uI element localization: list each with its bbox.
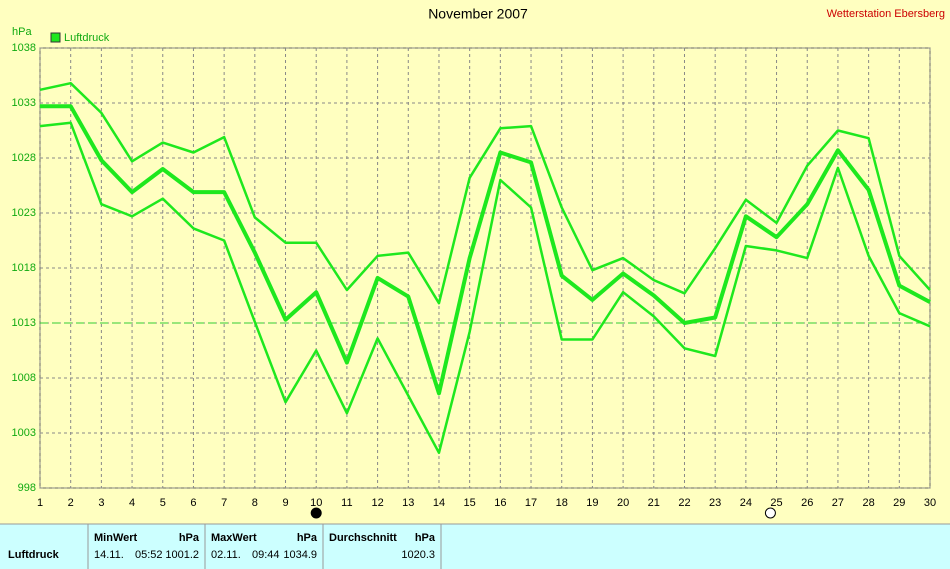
row-label: Luftdruck — [8, 549, 60, 561]
x-tick-label: 1 — [37, 497, 43, 509]
x-tick-label: 24 — [740, 497, 752, 509]
x-tick-label: 14 — [433, 497, 445, 509]
chart-title: November 2007 — [428, 6, 528, 22]
x-tick-label: 6 — [190, 497, 196, 509]
x-tick-label: 26 — [801, 497, 813, 509]
x-tick-label: 10 — [310, 497, 322, 509]
legend-swatch — [50, 32, 61, 43]
x-tick-label: 8 — [252, 497, 258, 509]
cell-value: 1001.2 — [165, 549, 199, 561]
line-min — [39, 121, 931, 455]
cell-time: 05:52 — [135, 549, 163, 561]
x-tick-label: 21 — [648, 497, 660, 509]
x-tick-label: 5 — [160, 497, 166, 509]
moon-phase — [310, 507, 322, 519]
x-tick-label: 4 — [129, 497, 135, 509]
y-tick-label: 1018 — [12, 262, 36, 274]
line-max — [39, 81, 931, 305]
y-tick-label: 1023 — [12, 207, 36, 219]
x-tick-label: 9 — [282, 497, 288, 509]
x-tick-label: 25 — [770, 497, 782, 509]
column-unit: hPa — [297, 532, 318, 544]
x-tick-label: 2 — [68, 497, 74, 509]
column-title: Durchschnitt — [329, 532, 397, 544]
x-tick-label: 19 — [586, 497, 598, 509]
x-tick-label: 23 — [709, 497, 721, 509]
x-tick-label: 13 — [402, 497, 414, 509]
y-tick-label: 1013 — [12, 317, 36, 329]
cell-time: 09:44 — [252, 549, 280, 561]
x-tick-label: 22 — [678, 497, 690, 509]
x-tick-label: 27 — [832, 497, 844, 509]
y-tick-label: 1038 — [12, 42, 36, 54]
column-title: MinWert — [94, 532, 138, 544]
source: Wetterstation Ebersberg — [827, 8, 945, 20]
x-tick-label: 30 — [924, 497, 936, 509]
cell-value: 1034.9 — [283, 549, 317, 561]
x-tick-label: 3 — [98, 497, 104, 509]
y-unit: hPa — [12, 26, 32, 38]
cell-date: 14.11. — [94, 549, 124, 561]
x-tick-label: 15 — [464, 497, 476, 509]
y-tick-label: 1008 — [12, 372, 36, 384]
y-tick-label: 998 — [18, 482, 36, 494]
y-tick-label: 1028 — [12, 152, 36, 164]
column-unit: hPa — [179, 532, 200, 544]
x-tick-label: 20 — [617, 497, 629, 509]
x-tick-label: 16 — [494, 497, 506, 509]
y-tick-label: 1033 — [12, 97, 36, 109]
x-tick-label: 29 — [893, 497, 905, 509]
x-tick-label: 11 — [341, 497, 352, 509]
cell-date: 02.11. — [211, 549, 241, 561]
y-tick-label: 1003 — [12, 427, 36, 439]
line-values — [40, 104, 931, 396]
cell-value: 1020.3 — [401, 549, 435, 561]
column-title: MaxWert — [211, 532, 257, 544]
x-tick-label: 17 — [525, 497, 537, 509]
x-tick-label: 28 — [862, 497, 874, 509]
moon-phase — [764, 507, 776, 519]
x-tick-label: 18 — [556, 497, 568, 509]
x-tick-label: 12 — [371, 497, 383, 509]
table-bg — [0, 524, 950, 569]
legend-label: Luftdruck — [64, 32, 110, 44]
column-unit: hPa — [415, 532, 436, 544]
x-tick-label: 7 — [221, 497, 227, 509]
